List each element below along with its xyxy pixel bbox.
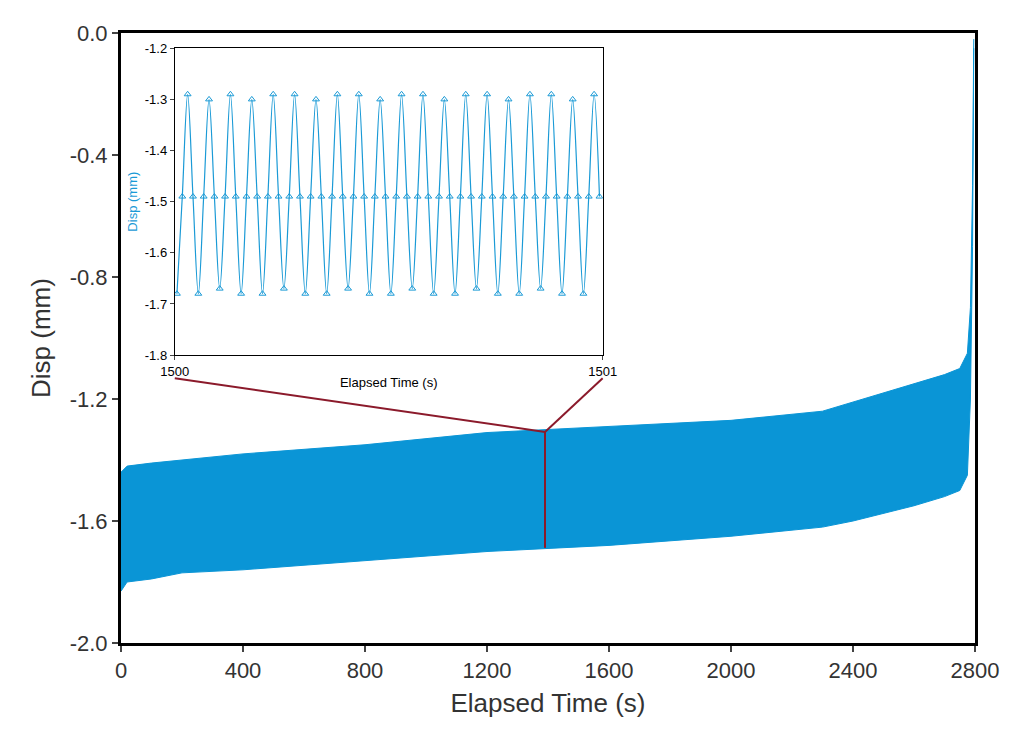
svg-text:-0.4: -0.4 xyxy=(70,143,108,168)
svg-text:Elapsed Time (s): Elapsed Time (s) xyxy=(450,688,645,718)
svg-text:-2.0: -2.0 xyxy=(70,631,108,656)
svg-text:-0.8: -0.8 xyxy=(70,265,108,290)
svg-text:-1.5: -1.5 xyxy=(145,194,167,209)
svg-text:-1.3: -1.3 xyxy=(145,92,167,107)
svg-text:-1.2: -1.2 xyxy=(70,387,108,412)
svg-text:2000: 2000 xyxy=(707,658,756,683)
svg-text:1200: 1200 xyxy=(463,658,512,683)
svg-text:Disp (mm): Disp (mm) xyxy=(26,278,56,398)
svg-text:1501: 1501 xyxy=(588,364,617,379)
svg-text:Elapsed Time (s): Elapsed Time (s) xyxy=(340,375,438,390)
svg-text:1600: 1600 xyxy=(585,658,634,683)
svg-text:1500: 1500 xyxy=(160,364,189,379)
svg-text:2400: 2400 xyxy=(829,658,878,683)
svg-text:Disp (mm): Disp (mm) xyxy=(125,172,140,232)
svg-text:800: 800 xyxy=(347,658,384,683)
svg-text:0: 0 xyxy=(115,658,127,683)
svg-text:-1.6: -1.6 xyxy=(145,245,167,260)
svg-text:-1.6: -1.6 xyxy=(70,509,108,534)
svg-text:-1.8: -1.8 xyxy=(145,348,167,363)
svg-text:0.0: 0.0 xyxy=(77,21,108,46)
svg-text:-1.2: -1.2 xyxy=(145,41,167,56)
svg-text:2800: 2800 xyxy=(951,658,1000,683)
svg-text:-1.7: -1.7 xyxy=(145,296,167,311)
svg-text:-1.4: -1.4 xyxy=(145,143,167,158)
svg-text:400: 400 xyxy=(225,658,262,683)
